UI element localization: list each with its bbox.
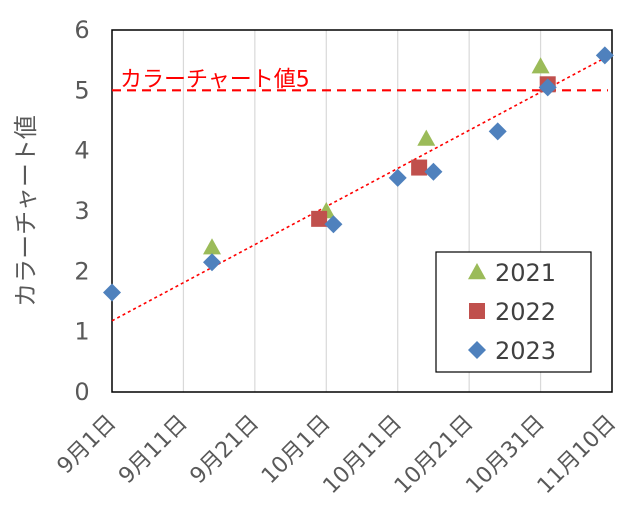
- y-tick-label: 0: [74, 378, 89, 406]
- point-2023: [388, 168, 407, 187]
- data-points: [103, 46, 614, 302]
- x-tick-label: 9月1日: [53, 411, 122, 480]
- x-axis-ticks: 9月1日9月11日9月21日10月1日10月11日10月21日10月31日11月…: [53, 411, 622, 499]
- y-tick-label: 5: [74, 76, 89, 104]
- y-tick-label: 6: [74, 16, 89, 44]
- legend-box: [435, 251, 592, 373]
- point-2021: [417, 129, 436, 146]
- legend-marker-2023: [468, 341, 486, 359]
- point-2021: [531, 57, 550, 74]
- y-axis-ticks: 0 1 2 3 4 5 6: [74, 16, 89, 406]
- point-2022: [311, 210, 328, 227]
- point-2023: [103, 283, 121, 302]
- y-axis-label: カラーチャート値: [12, 115, 40, 307]
- x-tick-label: 9月11日: [114, 411, 192, 489]
- plot-area-border: [111, 29, 613, 393]
- point-2023: [324, 215, 343, 234]
- x-tick-label: 11月10日: [533, 411, 621, 499]
- legend: 2021 2022 2023: [435, 251, 592, 373]
- legend-label-2023: 2023: [495, 337, 556, 365]
- x-tick-label: 9月21日: [186, 411, 264, 489]
- point-2022: [411, 159, 428, 176]
- point-2023: [424, 162, 443, 181]
- point-2021: [203, 238, 221, 255]
- y-tick-label: 4: [74, 137, 89, 165]
- trendline-line: [111, 53, 613, 322]
- point-2023: [488, 122, 507, 141]
- y-tick-label: 1: [74, 318, 89, 346]
- point-2023: [538, 78, 557, 97]
- legend-label-2021: 2021: [495, 259, 556, 287]
- legend-marker-2021: [468, 263, 486, 280]
- trendline: [111, 53, 613, 322]
- point-2023: [595, 46, 614, 65]
- reference-line-label: カラーチャート値5: [120, 67, 310, 92]
- legend-marker-2022: [469, 303, 485, 319]
- y-tick-label: 2: [74, 257, 89, 285]
- reference-line: カラーチャート値5: [112, 67, 608, 92]
- point-2023: [203, 253, 221, 272]
- y-tick-label: 3: [74, 197, 89, 225]
- legend-label-2022: 2022: [495, 298, 556, 326]
